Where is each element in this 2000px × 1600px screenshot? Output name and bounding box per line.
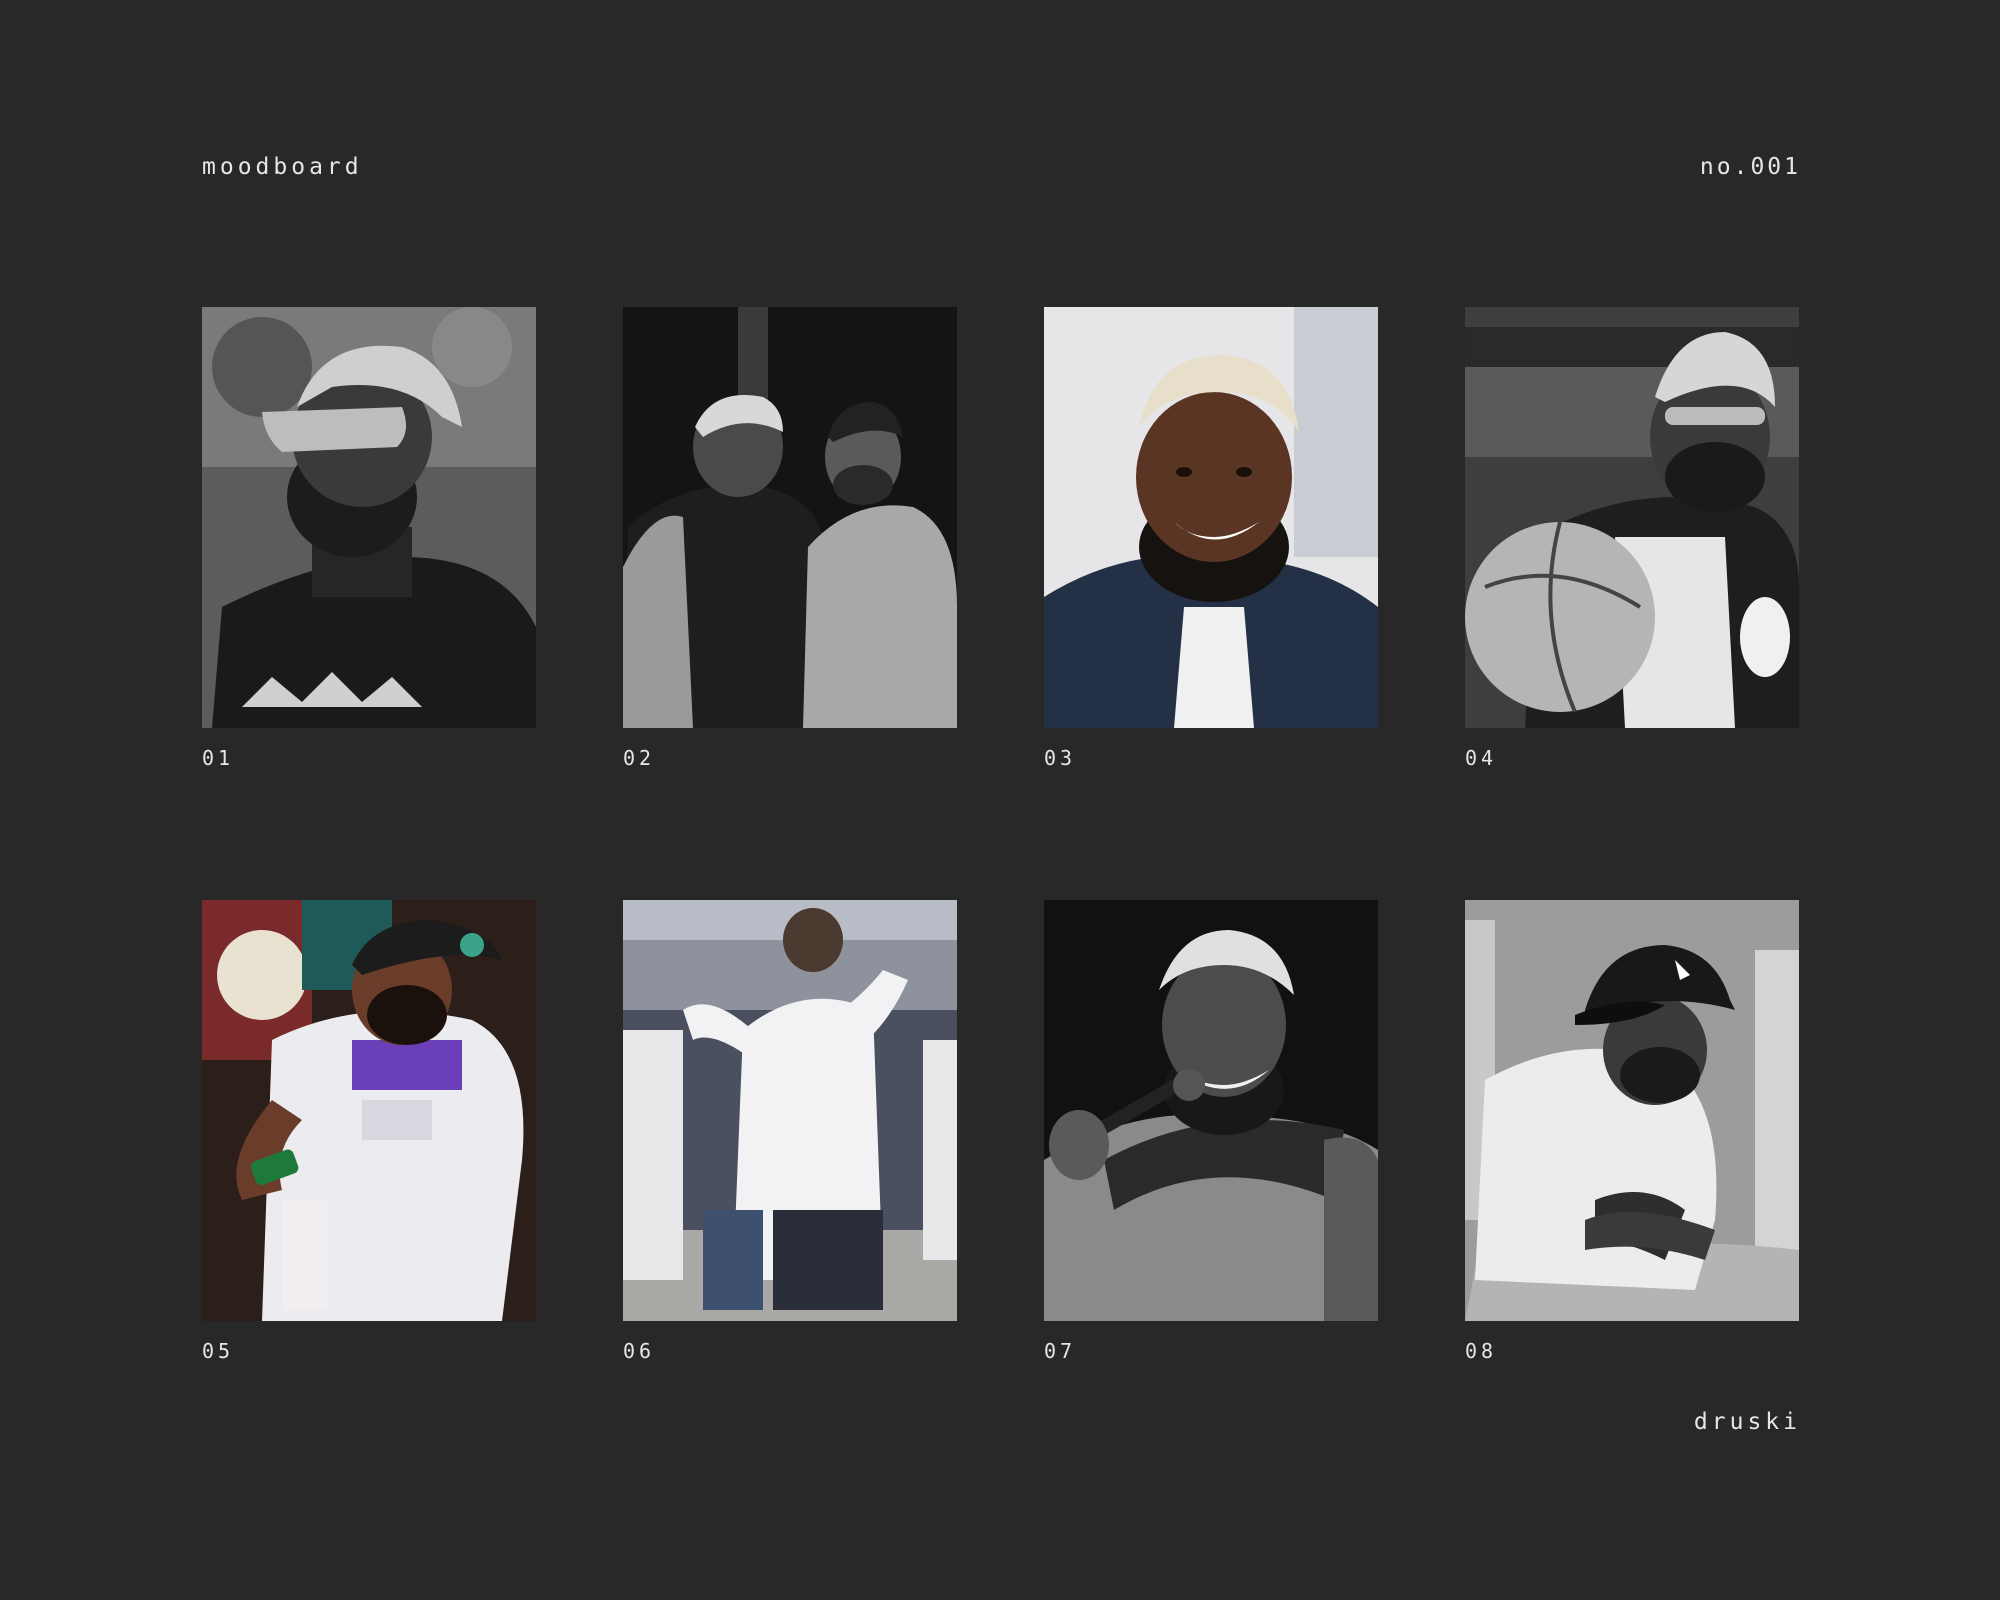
photo-05[interactable] — [202, 900, 536, 1321]
tile-01[interactable]: 01 — [202, 307, 536, 770]
tile-label: 06 — [623, 1339, 656, 1363]
tile-04[interactable]: 04 — [1465, 307, 1799, 770]
tile-05[interactable]: 05 — [202, 900, 536, 1363]
photo-04[interactable] — [1465, 307, 1799, 728]
photo-07[interactable] — [1044, 900, 1378, 1321]
tile-03[interactable]: 03 — [1044, 307, 1378, 770]
photo-01-image — [202, 307, 536, 728]
tile-label: 05 — [202, 1339, 235, 1363]
photo-01[interactable] — [202, 307, 536, 728]
photo-grid: 01 02 — [202, 307, 1800, 1363]
photo-02-image — [623, 307, 957, 728]
photo-07-image — [1044, 900, 1378, 1321]
tile-label: 07 — [1044, 1339, 1077, 1363]
footer-name: druski — [1693, 1409, 1801, 1435]
tile-02[interactable]: 02 — [623, 307, 957, 770]
photo-08[interactable] — [1465, 900, 1799, 1321]
tile-label: 01 — [202, 746, 235, 770]
photo-04-image — [1465, 307, 1799, 728]
photo-08-image — [1465, 900, 1799, 1321]
issue-number: no.001 — [1699, 154, 1801, 180]
tile-label: 03 — [1044, 746, 1077, 770]
tile-08[interactable]: 08 — [1465, 900, 1799, 1363]
tile-label: 04 — [1465, 746, 1498, 770]
photo-03-image — [1044, 307, 1378, 728]
tile-label: 02 — [623, 746, 656, 770]
tile-07[interactable]: 07 — [1044, 900, 1378, 1363]
photo-06-image — [623, 900, 957, 1321]
page-title: moodboard — [202, 154, 363, 180]
tile-06[interactable]: 06 — [623, 900, 957, 1363]
photo-05-image — [202, 900, 536, 1321]
photo-06[interactable] — [623, 900, 957, 1321]
tile-label: 08 — [1465, 1339, 1498, 1363]
photo-03[interactable] — [1044, 307, 1378, 728]
photo-02[interactable] — [623, 307, 957, 728]
